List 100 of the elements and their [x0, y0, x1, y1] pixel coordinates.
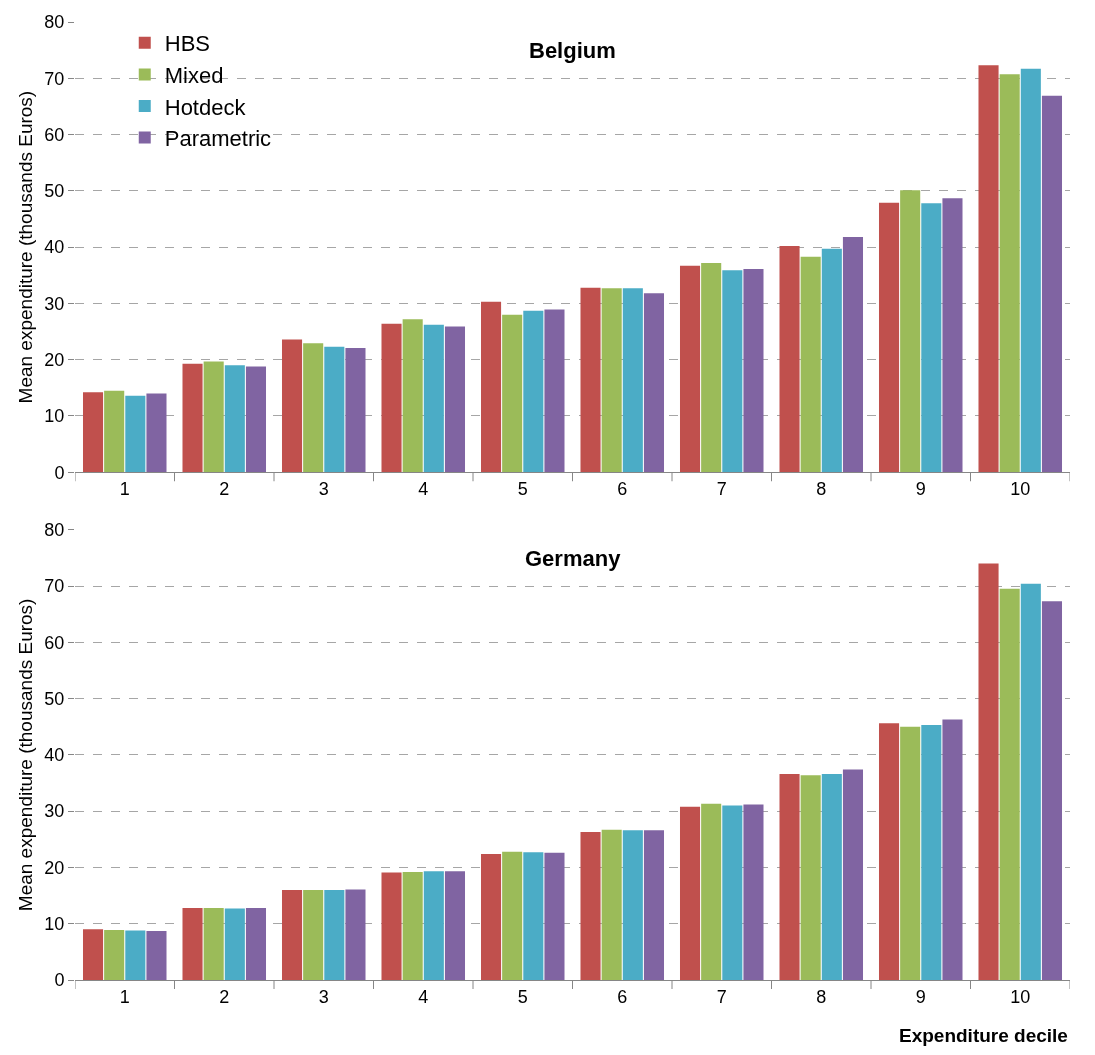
y-tick-label: 50: [44, 688, 65, 709]
bar: [942, 719, 963, 980]
y-tick-label: 70: [44, 576, 65, 597]
bar: [643, 830, 665, 980]
bar: [245, 366, 267, 473]
x-tick-label: 3: [318, 986, 329, 1007]
x-tick-label: 5: [517, 478, 528, 499]
bar: [701, 262, 722, 473]
x-tick-label: 1: [119, 986, 130, 1007]
bar: [104, 929, 125, 980]
bar: [1020, 68, 1041, 473]
y-tick-label: 20: [44, 350, 65, 370]
bar: [381, 872, 402, 980]
bar: [203, 907, 224, 980]
bar: [743, 804, 764, 980]
legend-label: Parametric: [164, 126, 272, 152]
x-tick-label: 7: [716, 986, 727, 1007]
x-tick-label: 8: [816, 478, 827, 499]
bar: [800, 256, 821, 473]
x-tick-label: 8: [816, 986, 827, 1007]
bar: [900, 190, 921, 473]
y-axis-title: Mean expenditure (thousands Euros): [15, 90, 37, 404]
x-tick-label: 9: [915, 478, 926, 499]
bar: [643, 293, 665, 473]
x-tick-label: 2: [219, 986, 230, 1007]
x-tick-label: 4: [418, 986, 429, 1007]
y-tick-label: 80: [44, 12, 65, 33]
y-tick-label: 30: [44, 801, 65, 822]
bar: [544, 309, 565, 473]
bar: [444, 871, 466, 980]
legend-label: Hotdeck: [164, 94, 247, 120]
y-tick-label: 0: [54, 462, 65, 483]
bar: [146, 393, 167, 473]
bar: [580, 287, 601, 473]
bar: [523, 310, 544, 473]
bar: [224, 908, 245, 980]
bar: [480, 853, 502, 980]
bar: [779, 246, 800, 473]
bar: [580, 831, 601, 980]
bar: [978, 563, 999, 980]
bar: [942, 198, 963, 473]
bar: [423, 871, 444, 980]
bar: [999, 74, 1020, 473]
legend-label: HBS: [164, 31, 210, 57]
bar: [345, 347, 366, 473]
x-tick-label: 10: [1010, 986, 1031, 1007]
y-tick-label: 20: [44, 857, 65, 878]
bar: [303, 343, 324, 473]
bar: [82, 929, 104, 980]
bar: [402, 871, 423, 980]
bar: [203, 361, 224, 473]
x-tick-label: 4: [418, 478, 429, 499]
bar: [125, 395, 146, 473]
bar: [381, 323, 402, 473]
bar: [921, 725, 942, 980]
bar: [622, 830, 643, 980]
bar: [224, 365, 245, 473]
x-axis-title: Expenditure decile: [899, 1025, 1068, 1046]
bar: [800, 775, 821, 980]
bar: [622, 288, 643, 473]
bar: [502, 851, 523, 980]
x-tick-label: 3: [318, 478, 329, 499]
bar: [444, 326, 466, 473]
y-tick-label: 10: [44, 406, 65, 427]
bar: [978, 65, 999, 473]
bar: [1041, 95, 1063, 473]
bar: [900, 726, 921, 980]
bar: [82, 392, 104, 473]
bar: [125, 930, 146, 980]
bar: [878, 202, 900, 473]
bar: [842, 769, 864, 980]
bar: [104, 390, 125, 473]
y-axis-title: Mean expenditure (thousands Euros): [15, 598, 37, 912]
bar: [182, 363, 203, 473]
bar: [679, 265, 701, 473]
bar: [303, 889, 324, 980]
y-tick-label: 60: [44, 632, 65, 653]
x-tick-label: 7: [716, 478, 727, 499]
x-tick-label: 6: [617, 478, 628, 499]
bar: [821, 774, 842, 980]
bar: [722, 270, 743, 473]
legend-label: Mixed: [164, 62, 224, 88]
bar: [480, 301, 502, 473]
bar: [423, 324, 444, 473]
bar: [921, 203, 942, 473]
bar: [1041, 601, 1063, 980]
y-tick-label: 40: [44, 237, 65, 258]
y-tick-label: 70: [44, 68, 65, 89]
y-tick-label: 40: [44, 745, 65, 766]
y-tick-label: 30: [44, 293, 65, 314]
bar: [743, 269, 764, 473]
bar: [502, 314, 523, 473]
bar: [701, 803, 722, 980]
y-tick-label: 80: [44, 520, 65, 541]
x-tick-label: 2: [219, 478, 230, 499]
y-tick-label: 0: [54, 970, 65, 991]
bar: [722, 805, 743, 980]
bar: [878, 723, 900, 980]
bar: [842, 237, 864, 473]
bar: [281, 889, 303, 980]
